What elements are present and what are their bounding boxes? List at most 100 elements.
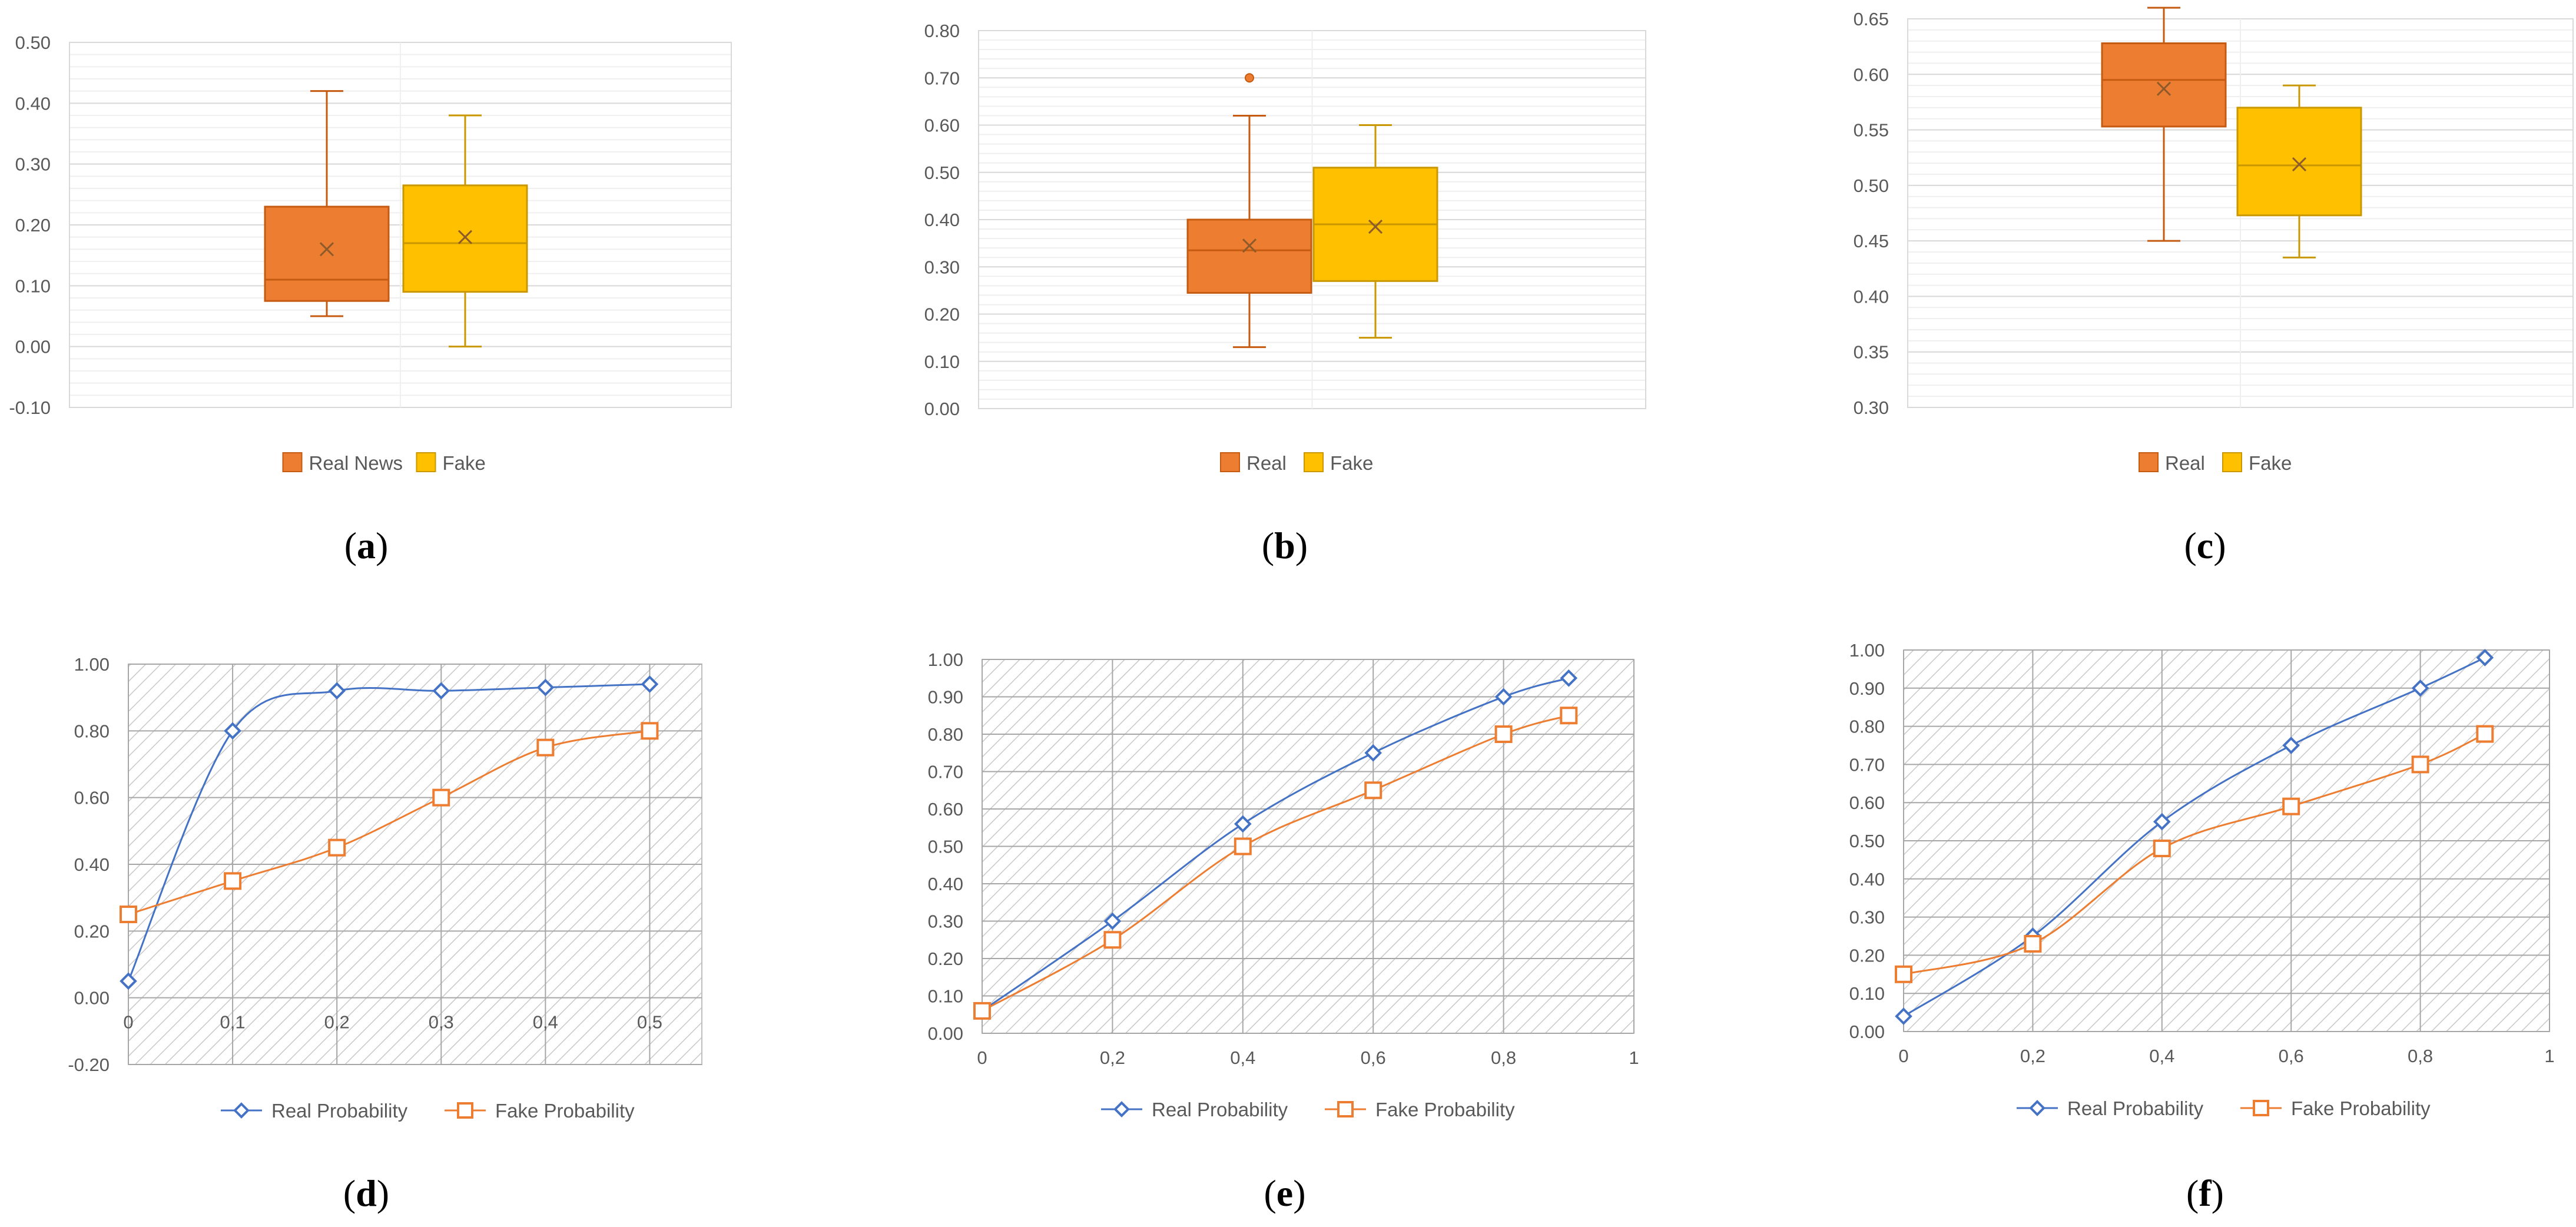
data-point-real [1494, 688, 1513, 706]
data-point-fake [2282, 797, 2300, 815]
y-tick-label: 0.40 [1854, 286, 1889, 307]
y-tick-label: 0.10 [928, 986, 963, 1007]
legend: Real Fake [2139, 452, 2292, 474]
mean-marker [457, 230, 473, 244]
legend-marker-square [2253, 1100, 2269, 1116]
legend-swatch [1220, 452, 1240, 472]
legend-marker-square [457, 1102, 473, 1119]
y-tick-label: 0.10 [1849, 983, 1885, 1004]
data-point-real [1364, 744, 1383, 762]
y-tick-label: 0.30 [15, 154, 51, 175]
y-tick-label: 0.40 [15, 93, 51, 114]
x-tick-label: 0,2 [324, 1012, 350, 1033]
y-tick-label: 0.70 [928, 762, 963, 782]
data-point-fake [120, 906, 137, 923]
box-fake [2236, 107, 2362, 217]
x-tick-label: 0,4 [2149, 1046, 2174, 1066]
y-tick-label: 0.30 [1854, 397, 1889, 418]
legend-label: Real [2165, 452, 2205, 474]
x-tick-label: 0,5 [637, 1012, 662, 1033]
y-tick-label: 0.40 [1849, 869, 1885, 890]
legend: Real Probability Fake Probability [1101, 1099, 1515, 1120]
legend-marker-diamond [1113, 1101, 1130, 1117]
y-tick-label: 0.90 [928, 687, 963, 708]
legend-label: Fake Probability [2291, 1097, 2431, 1119]
y-tick-label: 0.55 [1854, 120, 1889, 141]
y-tick-label: 0.45 [1854, 231, 1889, 251]
panel-caption: (d) [343, 1172, 389, 1214]
legend: Real Probability Fake Probability [221, 1100, 635, 1122]
y-tick-label: 0.70 [924, 68, 960, 88]
x-tick-label: 0,1 [220, 1012, 246, 1033]
data-point-real [2476, 649, 2494, 666]
y-tick-label: 0.80 [74, 721, 110, 741]
data-point-fake [1560, 707, 1578, 725]
legend-label: Real Probability [1152, 1099, 1288, 1120]
legend-marker-diamond [233, 1102, 250, 1119]
panel-caption: (a) [344, 525, 389, 566]
y-tick-label: 0.20 [928, 949, 963, 969]
data-point-fake [536, 738, 555, 757]
y-tick-label: 0.00 [15, 337, 51, 357]
y-tick-label: -0.10 [9, 397, 51, 418]
x-tick-label: 0 [123, 1012, 133, 1033]
y-tick-label: -0.20 [68, 1054, 110, 1075]
data-point-real [641, 675, 659, 693]
y-tick-label: 0.30 [924, 257, 960, 277]
y-tick-label: 0.60 [928, 799, 963, 820]
y-tick-label: 1.00 [74, 654, 110, 675]
y-tick-label: 0.50 [15, 32, 51, 53]
y-tick-label: 0.10 [924, 351, 960, 372]
mean-marker [2292, 157, 2307, 172]
data-point-fake [224, 872, 242, 890]
legend-swatch [282, 452, 303, 472]
x-tick-label: 1 [2544, 1046, 2554, 1066]
data-point-real [2153, 813, 2171, 831]
x-tick-label: 0,4 [533, 1012, 558, 1033]
panel-letter: b [1274, 525, 1295, 566]
legend-marker-diamond [2029, 1100, 2045, 1116]
y-tick-label: 0.30 [928, 911, 963, 932]
panel-letter: a [357, 525, 376, 566]
chart-panel-d: -0.20 0.00 0.20 0.40 0.60 0.80 1.00 0 0,1 0,2 0,3 0… [68, 654, 702, 1214]
x-tick-label: 0,3 [429, 1012, 454, 1033]
data-point-fake [2153, 839, 2171, 857]
x-tick-label: 0,6 [1361, 1047, 1386, 1068]
x-tick-label: 1 [1629, 1047, 1639, 1068]
mean-marker [319, 242, 334, 257]
data-point-fake [2476, 725, 2494, 743]
x-tick-label: 0 [1898, 1046, 1908, 1066]
panel-caption: (c) [2184, 525, 2226, 566]
series-line-fake-probability [128, 729, 650, 916]
outlier-point [1245, 73, 1254, 83]
data-point-real [1895, 1007, 1912, 1025]
legend-swatch [2222, 452, 2242, 472]
y-tick-label: 0.40 [924, 210, 960, 230]
y-tick-label: 0.80 [1849, 717, 1885, 737]
y-tick-label: 0.30 [1849, 907, 1885, 928]
y-tick-label: 0.20 [74, 921, 110, 941]
chart-panel-c: 0.30 0.35 0.40 0.45 0.50 0.55 0.60 0.65 Real Fake… [1854, 6, 2574, 566]
data-point-fake [641, 722, 659, 740]
legend-label: Real [1246, 452, 1287, 474]
data-point-real [432, 682, 450, 700]
y-tick-label: 0.00 [74, 988, 110, 1009]
panel-caption: (b) [1262, 525, 1308, 566]
x-tick-label: 0,6 [2279, 1046, 2304, 1066]
legend-label: Real News [309, 452, 403, 474]
data-point-fake [328, 838, 346, 857]
y-tick-label: 0.00 [924, 399, 960, 419]
panel-letter: d [356, 1172, 377, 1214]
y-tick-label: 0.60 [74, 788, 110, 808]
panel-letter: e [1277, 1172, 1293, 1214]
chart-panel-f: 0.00 0.10 0.20 0.30 0.40 0.50 0.60 0.70 0.80 0.90… [1849, 640, 2555, 1214]
y-tick-label: 0.60 [1854, 64, 1889, 85]
mean-marker [2156, 81, 2171, 96]
box-real [2101, 42, 2227, 128]
legend-label: Fake Probability [495, 1100, 635, 1122]
legend-label: Fake [443, 452, 486, 474]
y-tick-label: 0.50 [928, 837, 963, 857]
data-point-real [1560, 669, 1578, 687]
panel-letter: f [2199, 1172, 2212, 1214]
y-tick-label: 0.60 [924, 115, 960, 136]
